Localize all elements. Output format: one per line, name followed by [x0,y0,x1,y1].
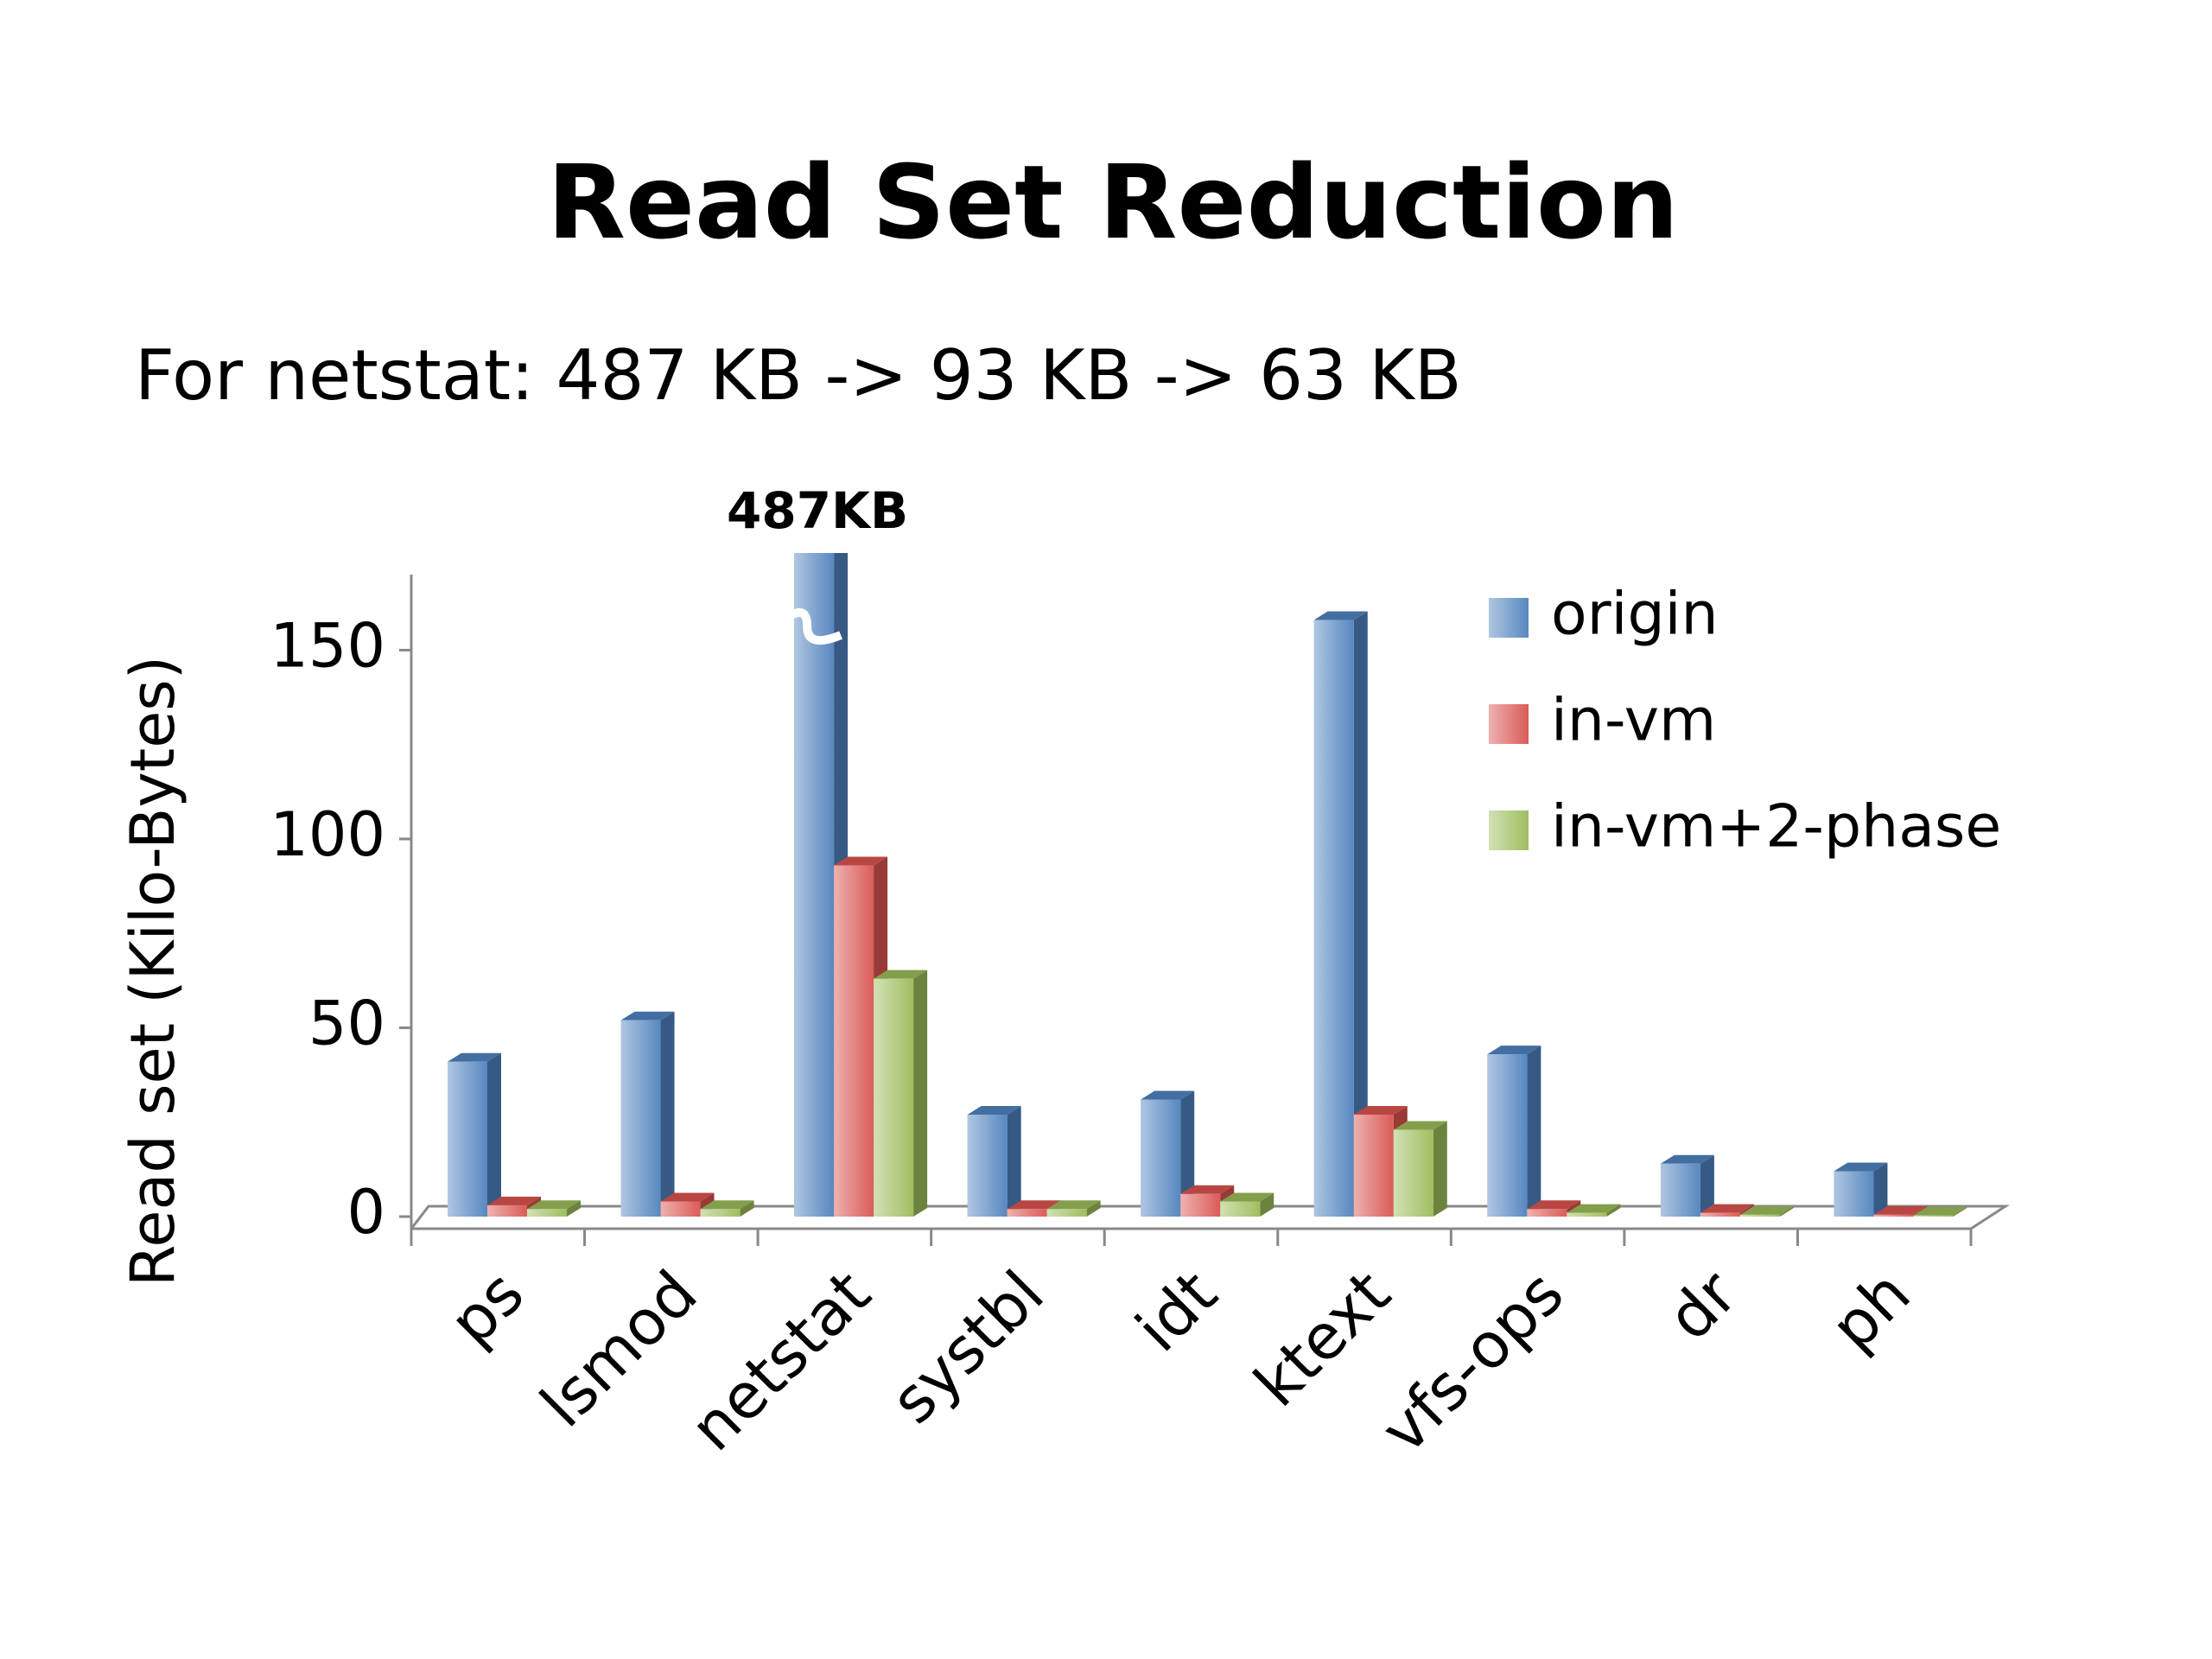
bar-top [1007,1200,1061,1210]
bar-side [1260,1192,1274,1217]
y-tick-label: 50 [308,988,385,1059]
bar-shine [1913,1215,1954,1217]
bar-shine [1393,1129,1433,1217]
bars [448,553,1967,1217]
bar-top [834,856,888,866]
bar-top [1913,1206,1967,1216]
bar-shine [1353,1114,1394,1217]
bar-side [1779,1205,1794,1217]
bar-top [620,1011,675,1020]
bar-side [740,1200,754,1217]
x-tick-label: idt [1122,1256,1230,1365]
bar-side [1086,1200,1101,1217]
bar-top [1393,1121,1447,1130]
legend-swatch-shine [1489,810,1529,850]
bar-shine [1487,1054,1528,1217]
bar-top [487,1196,541,1205]
bar-top [1700,1204,1754,1213]
axis-break [785,607,843,645]
bar-shine [1739,1214,1780,1217]
y-tick-label: 150 [270,610,385,681]
bar-top [967,1105,1021,1115]
bar-top [1873,1205,1928,1215]
bar-top [1834,1162,1888,1172]
bar-side [660,1011,675,1217]
legend-swatch-shine [1489,598,1529,638]
bar-side [1953,1206,1967,1217]
x-tick-label: netstat [677,1256,885,1465]
bar-shine [1834,1171,1874,1217]
legend-label: in-vm+2-phase [1551,793,2001,861]
bar-top [1141,1090,1195,1100]
bar-shine [487,1205,527,1217]
title: Read Set Reduction [547,143,1679,262]
bar-top [1353,1105,1408,1115]
bar-shine [620,1020,661,1217]
y-axis-label: Read set (Kilo-Bytes) [118,656,188,1287]
bar-side [1433,1121,1447,1217]
x-tick-label: dr [1653,1256,1751,1354]
value-label: 487KB [727,481,908,540]
bar-top [1487,1046,1541,1055]
bar-shine [834,865,874,1217]
bar-top [1739,1205,1794,1215]
bar-side [1700,1154,1714,1217]
bar-side [913,969,928,1217]
x-tick-label: systbl [877,1256,1058,1437]
bar-side [1527,1046,1541,1217]
bar-top [1313,611,1368,620]
bar-shine [874,978,914,1217]
bar-top [1527,1200,1581,1210]
bar-shine [1567,1212,1607,1217]
bar-top [1220,1192,1274,1202]
bar-top [1567,1204,1621,1213]
bar-shine [700,1209,741,1217]
bar-shine [1046,1209,1087,1217]
bar-side [1873,1162,1888,1217]
bar-shine [967,1114,1007,1217]
bar-shine [1180,1193,1221,1217]
subtitle: For netstat: 487 KB -> 93 KB -> 63 KB [135,335,1462,416]
bar-shine [1220,1201,1261,1217]
bar-top [1046,1200,1101,1210]
y-tick-label: 0 [346,1177,385,1248]
bar-side [1180,1090,1195,1217]
bar-shine [1141,1099,1181,1217]
bar-shine [1700,1212,1740,1217]
legend-label: in-vm [1551,687,1716,755]
bar-side [1007,1105,1021,1217]
bar-shine [1527,1209,1567,1217]
bar-side [567,1200,581,1217]
bar-side [487,1052,501,1217]
bar-shine [1313,620,1354,1217]
bar-top [700,1200,754,1210]
y-tick-label: 100 [270,799,385,870]
bar-shine [794,553,835,1217]
bar-shine [1660,1163,1700,1217]
x-tick-label: ktext [1241,1256,1404,1420]
legend-label: origin [1551,581,1719,649]
bar-top [448,1052,501,1062]
bar-shine [527,1209,567,1217]
bar-top [660,1192,715,1202]
x-tick-label: ps [435,1256,537,1358]
bar-shine [1007,1209,1047,1217]
bar-top [874,969,928,979]
bar-top [1180,1185,1235,1194]
bar-side [1353,611,1368,1217]
bar-shine [660,1201,701,1217]
bar-top [527,1200,581,1210]
bar-shine [1873,1214,1914,1217]
x-tick-label: vfs-ops [1367,1256,1577,1466]
legend-swatch-shine [1489,704,1529,744]
bar-side [1606,1204,1621,1217]
bar-shine [448,1061,487,1217]
x-tick-label: ph [1817,1256,1924,1363]
bar-top [1660,1154,1714,1164]
